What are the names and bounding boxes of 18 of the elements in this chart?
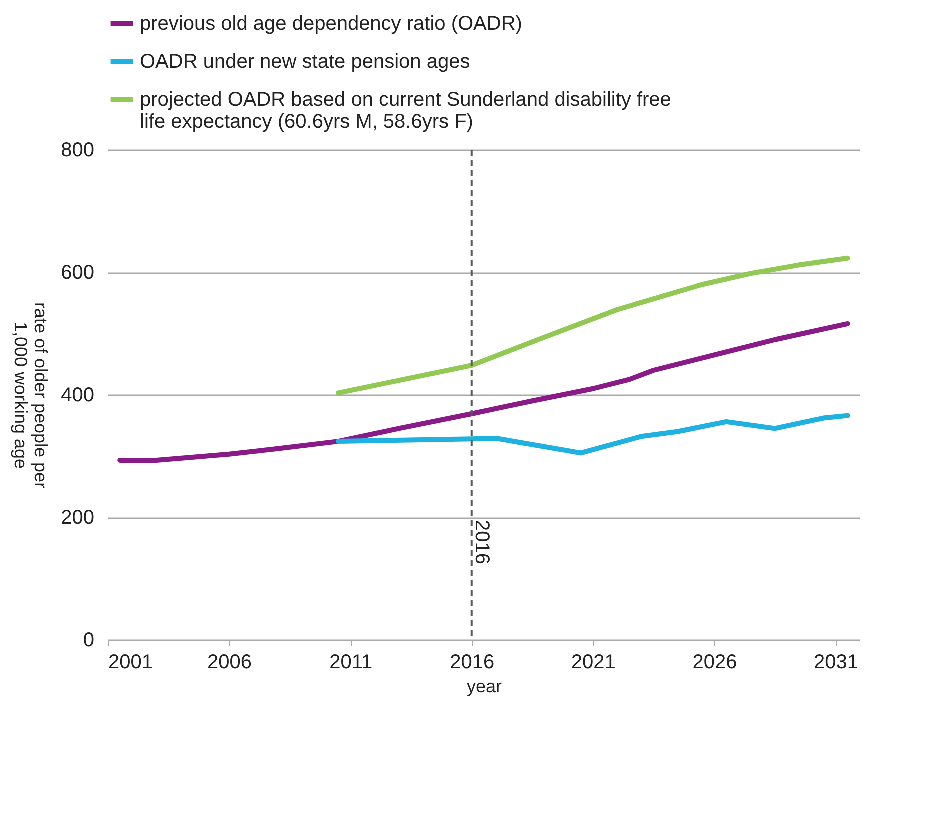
legend-label: previous old age dependency ratio (OADR) [140, 13, 522, 35]
y-tick-label: 0 [83, 630, 94, 652]
ref-line-label: 2016 [470, 520, 493, 564]
x-tick-label: 2031 [814, 652, 858, 674]
x-tick-label: 2001 [108, 652, 153, 674]
y-tick-label: 200 [61, 507, 94, 529]
y-tick-label: 600 [61, 262, 94, 284]
x-tick-label: 2021 [571, 652, 616, 674]
x-axis-title: year [466, 676, 502, 696]
legend-label: OADR under new state pension ages [140, 51, 470, 73]
y-axis-title: rate of older people per 1,000 working age [11, 302, 52, 489]
legend-label: projected OADR based on current Sunderland disability free life expectancy (60.6yrs M, 58.6yrs F) [140, 89, 672, 133]
x-tick-label: 2016 [450, 652, 495, 674]
y-tick-label: 400 [61, 384, 94, 406]
x-tick-label: 2006 [208, 652, 252, 674]
x-tick-label: 2026 [692, 652, 738, 674]
x-tick-label: 2011 [330, 652, 373, 674]
y-tick-label: 800 [61, 140, 94, 162]
